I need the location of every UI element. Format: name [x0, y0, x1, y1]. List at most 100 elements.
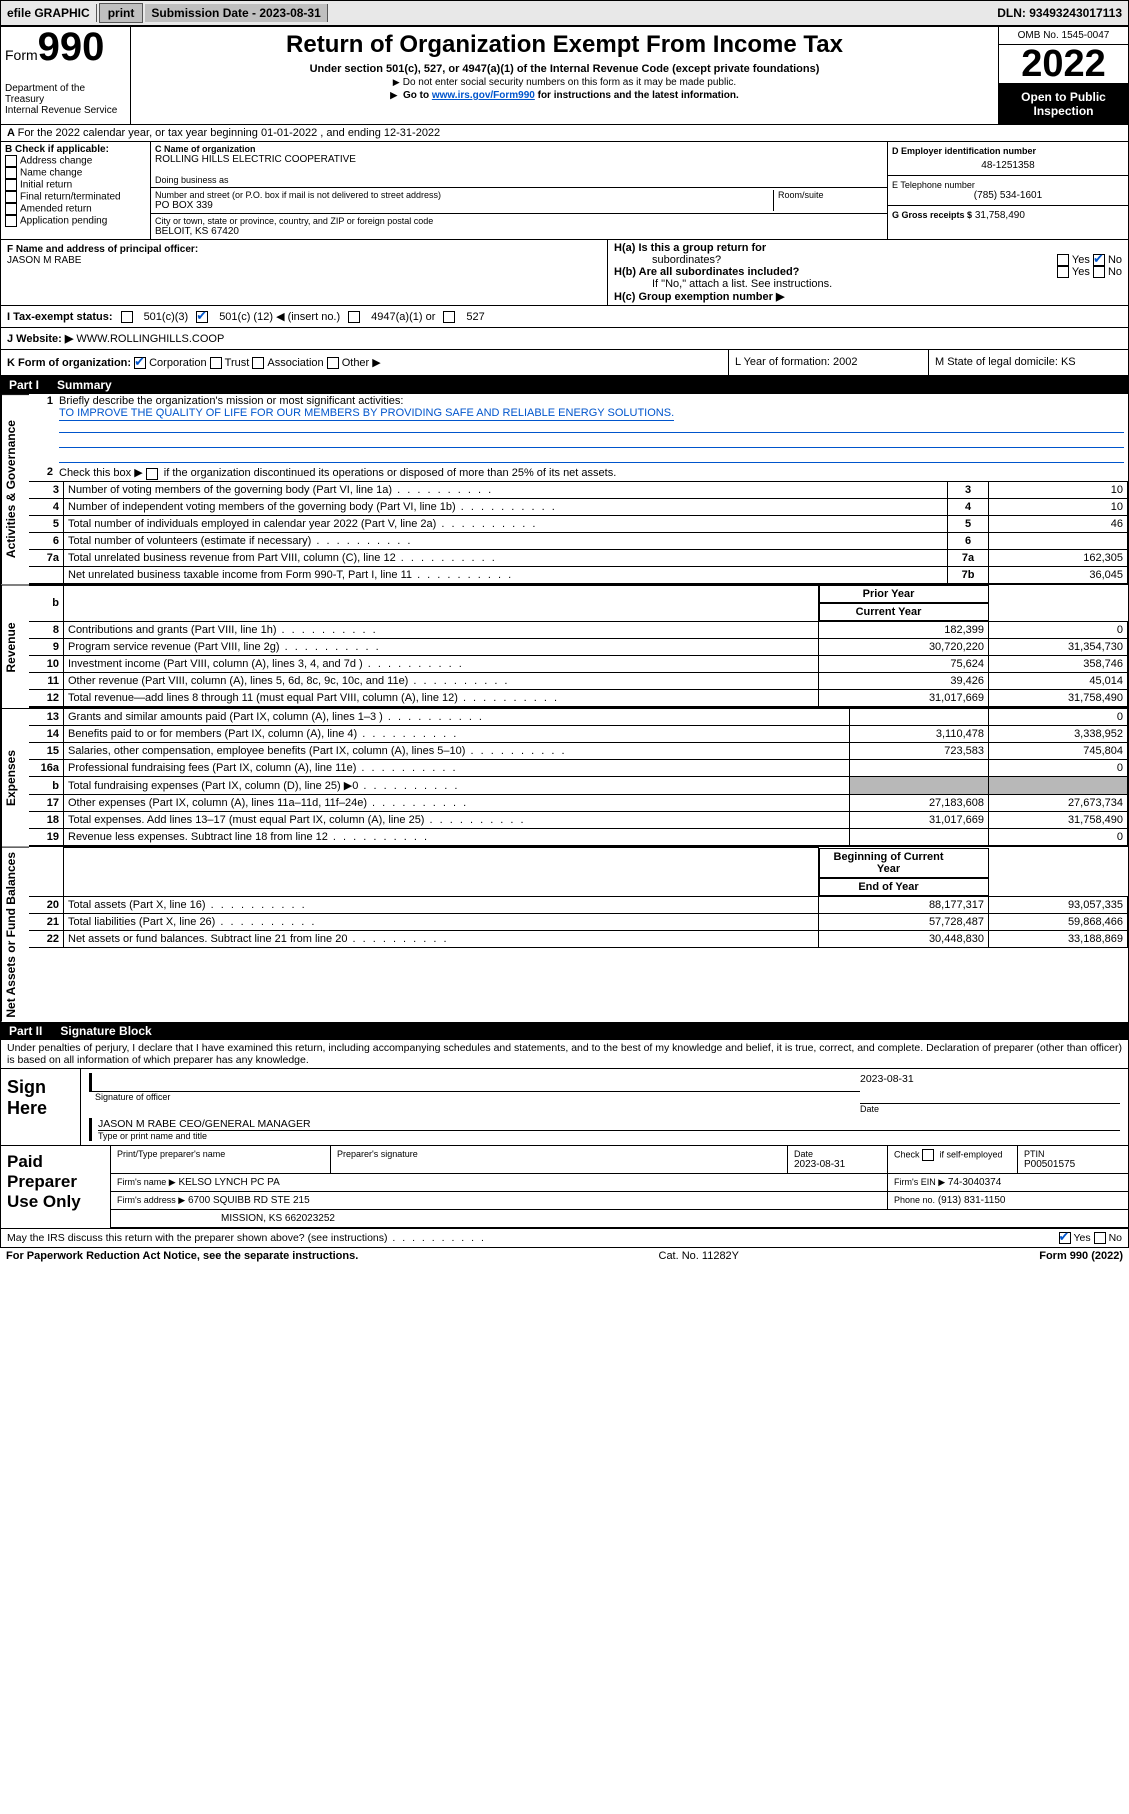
part2-title: Signature Block [60, 1024, 151, 1038]
section-rev: b Prior Year Current Year 8Contributions… [29, 585, 1128, 709]
i-o1: 501(c)(3) [144, 311, 189, 323]
rule3 [59, 450, 1124, 463]
table-row: Net unrelated business taxable income fr… [29, 566, 1128, 583]
end-hdr: End of Year [819, 878, 989, 896]
form-sub3: Go to www.irs.gov/Form990 for instructio… [137, 90, 992, 101]
ein-label: D Employer identification number [892, 146, 1124, 156]
h-check: Check if self-employed [888, 1146, 1018, 1173]
part1-pn: Part I [9, 378, 39, 392]
type-name-label: Type or print name and title [98, 1131, 1120, 1141]
tax-year: 2022 [999, 45, 1128, 84]
form-title: Return of Organization Exempt From Incom… [137, 31, 992, 59]
h-date: Date [794, 1149, 881, 1159]
i-o4: 527 [466, 311, 484, 323]
dln-label: DLN: 93493243017113 [991, 4, 1128, 22]
table-row: 20Total assets (Part X, line 16)88,177,3… [29, 896, 1128, 913]
gross-label: G Gross receipts $ [892, 210, 972, 220]
form-header: Form990 Department of the Treasury Inter… [1, 27, 1128, 125]
table-row: 18Total expenses. Add lines 13–17 (must … [29, 812, 1128, 829]
chk-501c[interactable] [196, 311, 208, 323]
sig-line-officer[interactable] [89, 1073, 860, 1092]
firm-ein: 74-3040374 [948, 1177, 1001, 1188]
signature-block: Under penalties of perjury, I declare th… [1, 1040, 1128, 1247]
table-row: 10Investment income (Part VIII, column (… [29, 656, 1128, 673]
vlabel-rev: Revenue [1, 585, 29, 709]
ptin: P00501575 [1024, 1159, 1122, 1170]
efile-label: efile GRAPHIC [1, 4, 97, 22]
chk-527[interactable] [443, 311, 455, 323]
i-label: I Tax-exempt status: [7, 311, 113, 323]
chk-4947[interactable] [348, 311, 360, 323]
submission-date: Submission Date - 2023-08-31 [145, 4, 327, 22]
open-public: Open to Public Inspection [999, 84, 1128, 124]
table-row: 3Number of voting members of the governi… [29, 481, 1128, 498]
ha-yes[interactable] [1057, 254, 1069, 266]
table-row: 19Revenue less expenses. Subtract line 1… [29, 829, 1128, 846]
b-opt3: Final return/terminated [20, 192, 121, 203]
row-website: J Website: ▶ WWW.ROLLINGHILLS.COOP [1, 328, 1128, 350]
phone-value: (785) 534-1601 [892, 190, 1124, 201]
b-opt1: Name change [20, 168, 82, 179]
chk-assoc[interactable] [252, 357, 264, 369]
chk-self-emp[interactable] [922, 1149, 934, 1161]
rowA-text: For the 2022 calendar year, or tax year … [18, 127, 441, 139]
chk-pending[interactable] [5, 215, 17, 227]
discuss-yes[interactable] [1059, 1232, 1071, 1244]
chk-address[interactable] [5, 155, 17, 167]
irs-link[interactable]: www.irs.gov/Form990 [432, 90, 535, 101]
prior-hdr: Prior Year [819, 585, 989, 603]
chk-trust[interactable] [210, 357, 222, 369]
ha-no[interactable] [1093, 254, 1105, 266]
hb-yes[interactable] [1057, 266, 1069, 278]
firm-name: KELSO LYNCH PC PA [178, 1177, 279, 1188]
chk-corp[interactable] [134, 357, 146, 369]
k-assoc: Association [267, 357, 323, 369]
vlabel-exp: Expenses [1, 708, 29, 847]
m-state: M State of legal domicile: KS [928, 350, 1128, 375]
i-o3: 4947(a)(1) or [371, 311, 435, 323]
chk-initial[interactable] [5, 179, 17, 191]
block-bcd: B Check if applicable: Address change Na… [1, 142, 1128, 240]
firm-addr2: MISSION, KS 662023252 [111, 1210, 1128, 1227]
begin-hdr: Beginning of Current Year [819, 848, 989, 878]
table-row: 14Benefits paid to or for members (Part … [29, 726, 1128, 743]
vlabel-gov: Activities & Governance [1, 394, 29, 584]
chk-amended[interactable] [5, 203, 17, 215]
may-discuss: May the IRS discuss this return with the… [7, 1232, 486, 1244]
chk-501c3[interactable] [121, 311, 133, 323]
table-row: 5Total number of individuals employed in… [29, 515, 1128, 532]
sub3a: Go to [403, 90, 432, 101]
print-button[interactable]: print [99, 3, 144, 23]
footer-mid: Cat. No. 11282Y [659, 1250, 740, 1262]
table-row: 11Other revenue (Part VIII, column (A), … [29, 673, 1128, 690]
discuss-no[interactable] [1094, 1232, 1106, 1244]
current-hdr: Current Year [819, 603, 989, 621]
sig-officer-label: Signature of officer [89, 1092, 860, 1102]
b-opt0: Address change [20, 156, 92, 167]
b-opt5: Application pending [20, 216, 107, 227]
hb-note: If "No," attach a list. See instructions… [614, 278, 1122, 290]
chk-line2[interactable] [146, 468, 158, 480]
chk-name[interactable] [5, 167, 17, 179]
sub3b: for instructions and the latest informat… [535, 90, 739, 101]
k-label: K Form of organization: [7, 357, 131, 369]
table-row: bTotal fundraising expenses (Part IX, co… [29, 777, 1128, 795]
sign-here: Sign Here [1, 1069, 81, 1145]
paid-label: Paid Preparer Use Only [1, 1146, 111, 1228]
section-bal: Beginning of Current Year End of Year 20… [29, 847, 1128, 1022]
hb-no[interactable] [1093, 266, 1105, 278]
form-word: Form [5, 47, 38, 63]
chk-final[interactable] [5, 191, 17, 203]
footer-left: For Paperwork Reduction Act Notice, see … [6, 1250, 358, 1262]
c-street-label: Number and street (or P.O. box if mail i… [155, 190, 773, 200]
no2: No [1108, 266, 1122, 278]
c-name-label: C Name of organization [155, 144, 883, 154]
l1-label: Briefly describe the organization's miss… [59, 395, 403, 407]
page-footer: For Paperwork Reduction Act Notice, see … [0, 1248, 1129, 1264]
row-k: K Form of organization: Corporation Trus… [1, 350, 1128, 376]
table-row: 15Salaries, other compensation, employee… [29, 743, 1128, 760]
chk-other[interactable] [327, 357, 339, 369]
rev-table: b Prior Year Current Year 8Contributions… [29, 585, 1128, 708]
table-row: 12Total revenue—add lines 8 through 11 (… [29, 690, 1128, 707]
sig-date-val: 2023-08-31 [860, 1073, 1120, 1085]
